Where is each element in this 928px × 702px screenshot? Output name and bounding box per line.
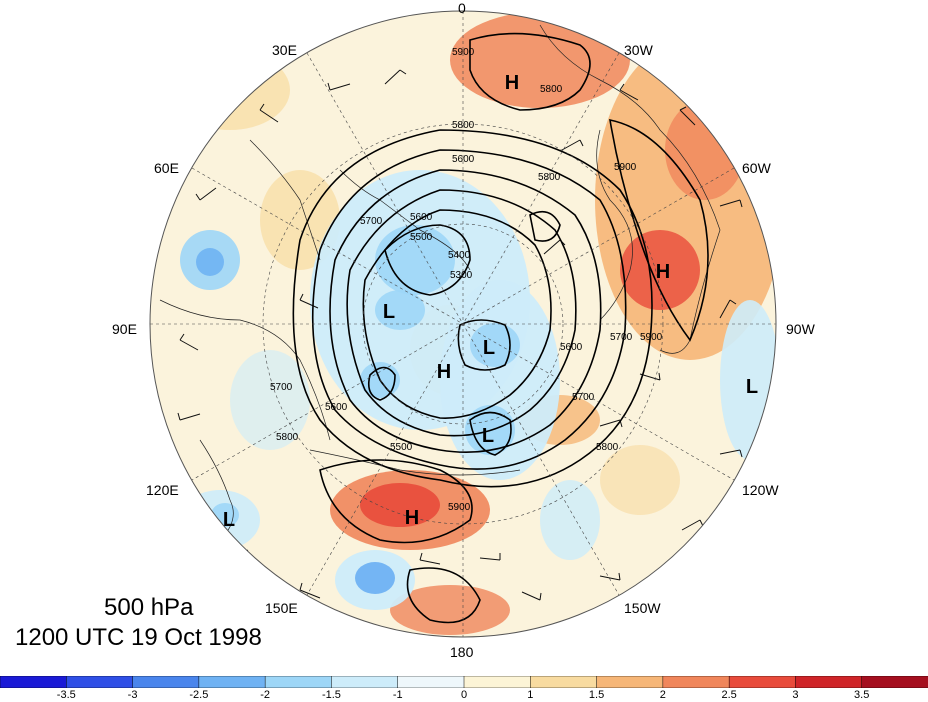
geopotential-contours (292, 32, 709, 624)
colorbar-swatch (331, 676, 399, 688)
contour-label: 5700 (270, 382, 293, 393)
colorbar-tick-label: -2.5 (189, 689, 209, 701)
colorbar-swatch (132, 676, 200, 688)
lon-label-90w: 90W (786, 321, 815, 337)
colorbar-swatch (66, 676, 134, 688)
colorbar-tick-label: -3 (127, 689, 138, 701)
contour-label: 5800 (452, 120, 475, 131)
colorbar-tick-label: 0 (460, 689, 468, 701)
lon-label-120e: 120E (146, 482, 179, 498)
colorbar-swatch (728, 676, 797, 688)
colorbar-swatch (397, 676, 465, 688)
colorbar-swatch (596, 676, 664, 688)
low-marker: L (383, 301, 395, 323)
map-boundary (149, 10, 777, 638)
contour-label: 5600 (452, 154, 475, 165)
lat-lon-grid (150, 11, 776, 637)
colorbar-swatch (861, 676, 928, 688)
contour-label: 5700 (572, 392, 595, 403)
contour-label: 5800 (596, 442, 619, 453)
colorbar-swatch (530, 676, 598, 688)
contour-label: 5800 (538, 172, 561, 183)
contour-label: 5800 (276, 432, 299, 443)
low-marker: L (483, 337, 495, 359)
colorbar-tick-label: -2 (260, 689, 271, 701)
lon-label-90e: 90E (112, 321, 137, 337)
high-marker: H (437, 361, 451, 383)
lon-label-150w: 150W (624, 600, 661, 616)
low-marker: L (482, 425, 494, 447)
colorbar-tick-label: 2 (659, 689, 666, 701)
contour-label: 5900 (448, 502, 471, 513)
contour-label: 5700 (610, 332, 633, 343)
contour-label: 5500 (410, 232, 433, 243)
low-marker: L (746, 376, 758, 398)
contour-label: 5900 (640, 332, 663, 343)
pressure-level-title: 500 hPa (104, 594, 194, 621)
colorbar-tick-label: -1 (392, 689, 403, 701)
lon-label-0: 0 (458, 0, 466, 16)
contour-label: 5900 (614, 162, 637, 173)
colorbar-swatch (463, 676, 532, 688)
colorbar-tick-label: -3.5 (56, 689, 76, 701)
colorbar (0, 676, 928, 688)
contour-labels: 5900 5800 5800 5900 5800 5700 5600 5500 … (270, 47, 663, 513)
contour-label: 5800 (540, 84, 563, 95)
contour-label: 5500 (390, 442, 413, 453)
contour-label: 5900 (452, 47, 475, 58)
high-marker: H (405, 507, 419, 529)
colorbar-swatch (795, 676, 863, 688)
colorbar-swatch (0, 676, 68, 688)
high-marker: H (656, 261, 670, 283)
high-marker: H (505, 72, 519, 94)
contour-label: 5700 (360, 216, 383, 227)
colorbar-tick-label: -1.5 (321, 689, 341, 701)
contour-label: 5600 (325, 402, 348, 413)
colorbar-tick-label: 1 (527, 689, 534, 701)
lon-label-120w: 120W (742, 482, 779, 498)
lon-label-30w: 30W (624, 42, 653, 58)
colorbar-swatch (198, 676, 266, 688)
colorbar-tick-label: 3 (792, 689, 799, 701)
contour-label: 5400 (448, 250, 471, 261)
contour-label: 5600 (410, 212, 433, 223)
lon-label-180: 180 (450, 644, 474, 660)
pressure-system-markers: H H H H H L L L L L L (223, 72, 758, 531)
lon-label-60e: 60E (154, 160, 179, 176)
contour-label: 5300 (450, 270, 473, 281)
colorbar-swatch (264, 676, 333, 688)
low-marker: L (223, 509, 235, 531)
colorbar-tick-label: 3.5 (854, 689, 870, 701)
lon-label-150e: 150E (265, 600, 298, 616)
colorbar-tick-label: 2.5 (721, 689, 737, 701)
valid-time-title: 1200 UTC 19 Oct 1998 (15, 624, 262, 651)
lon-label-30e: 30E (272, 42, 297, 58)
contour-label: 5600 (560, 342, 583, 353)
colorbar-swatch (662, 676, 730, 688)
colorbar-tick-label: 1.5 (588, 689, 605, 701)
lon-label-60w: 60W (742, 160, 771, 176)
